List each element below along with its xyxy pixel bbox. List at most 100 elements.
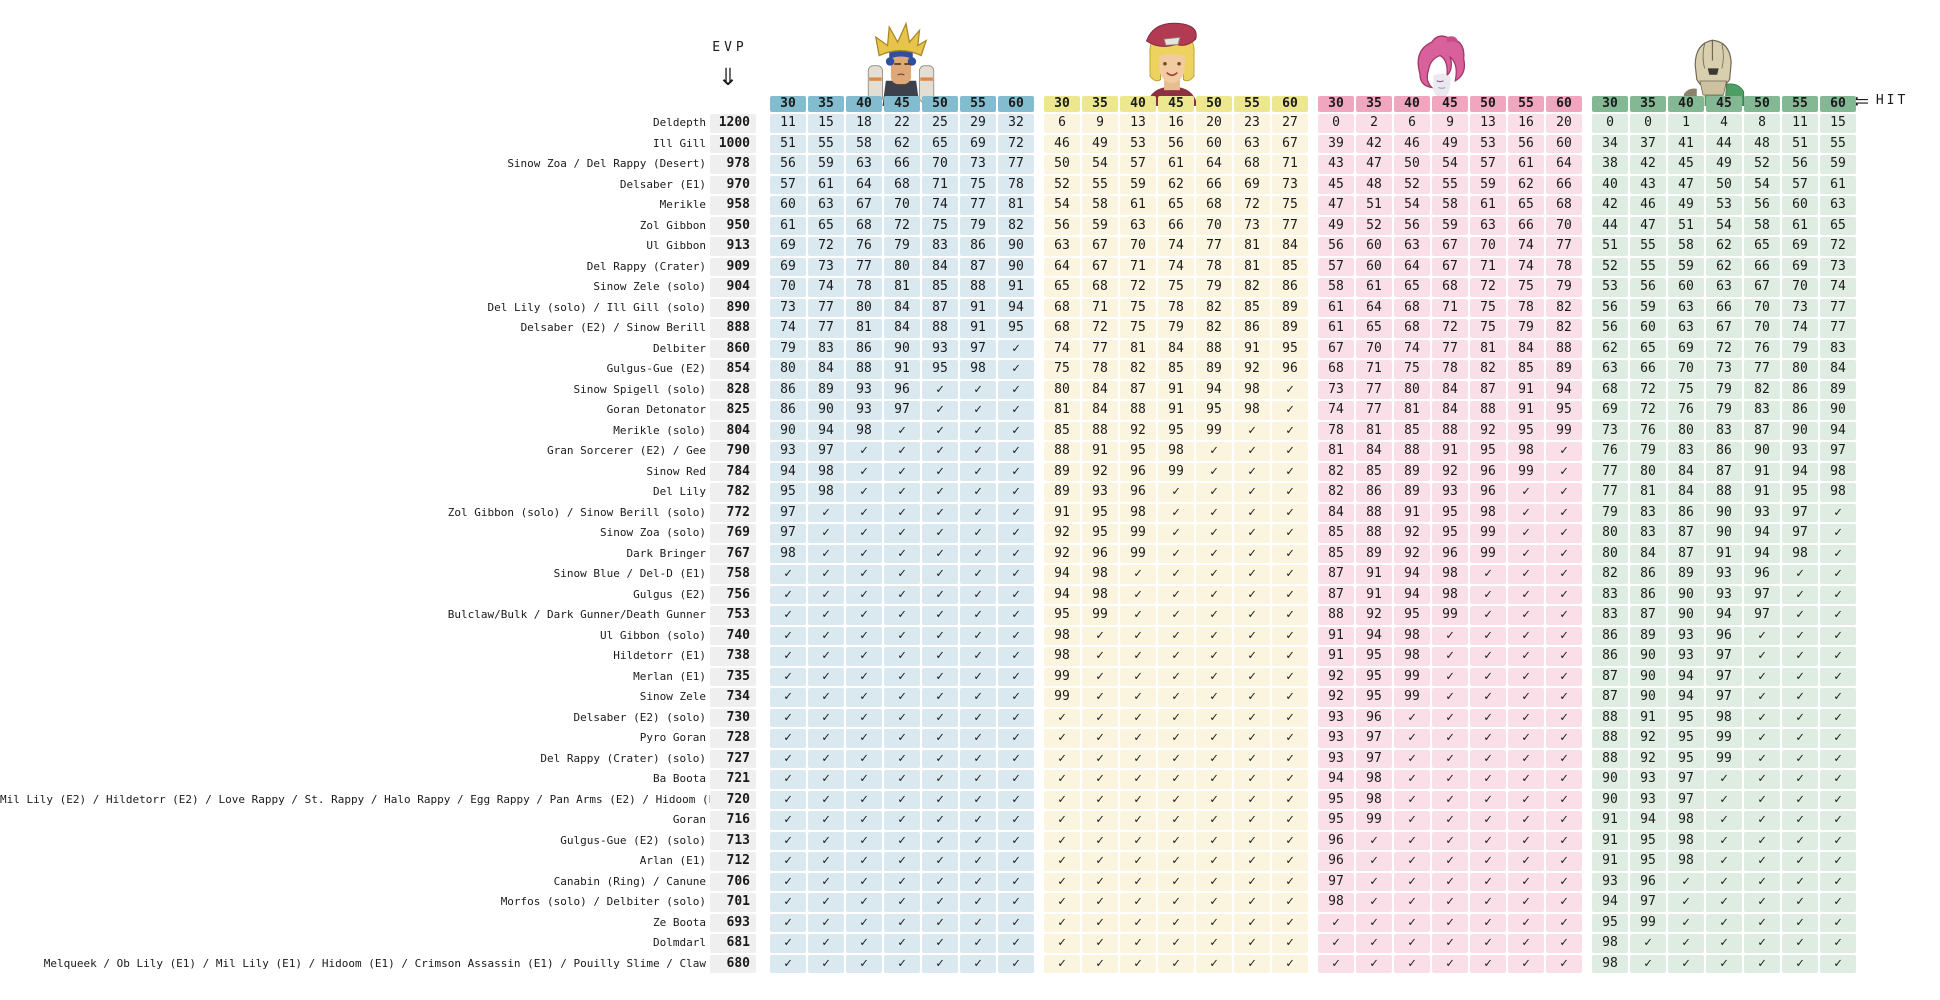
hit-column-header: 40 — [1668, 96, 1704, 112]
hit-cell: 43 — [1630, 175, 1666, 194]
hit-cell: 64 — [846, 175, 882, 194]
hit-cell: 86 — [1782, 380, 1818, 399]
hit-cell: ✓ — [1744, 913, 1780, 932]
hit-cell: 84 — [1820, 360, 1856, 379]
hit-cell: 92 — [1394, 544, 1430, 563]
hit-cell: 85 — [1508, 360, 1544, 379]
hit-cell: 73 — [1782, 298, 1818, 317]
hit-cell: 61 — [1158, 155, 1194, 174]
hit-cell: ✓ — [922, 872, 958, 891]
hit-cell: 96 — [1318, 852, 1354, 871]
hit-cell: ✓ — [846, 831, 882, 850]
hit-cell: ✓ — [808, 585, 844, 604]
hit-cell: 69 — [1592, 401, 1628, 420]
hit-cell: ✓ — [808, 770, 844, 789]
hit-cell: ✓ — [884, 544, 920, 563]
hit-cell: ✓ — [960, 462, 996, 481]
enemy-name: Sinow Spigell (solo) — [573, 382, 706, 396]
hit-cell: 74 — [922, 196, 958, 215]
hit-cell: ✓ — [1546, 893, 1582, 912]
evp-value: 769 — [710, 524, 756, 543]
hit-cell: 0 — [1630, 114, 1666, 133]
hit-cell: ✓ — [1158, 811, 1194, 830]
hit-cell: 94 — [1044, 585, 1080, 604]
hit-cell: ✓ — [1782, 954, 1818, 973]
hit-cell: 81 — [1234, 237, 1270, 256]
hit-cell: ✓ — [1820, 872, 1856, 891]
hit-cell: ✓ — [1432, 647, 1468, 666]
hit-cell: ✓ — [1508, 872, 1544, 891]
hit-cell: 84 — [1082, 380, 1118, 399]
hit-column-header: 55 — [1234, 96, 1270, 112]
hit-cell: 98 — [1044, 626, 1080, 645]
hit-cell: 98 — [1082, 565, 1118, 584]
hit-cell: 88 — [1470, 401, 1506, 420]
hit-cell: ✓ — [1158, 790, 1194, 809]
hit-cell: 6 — [1044, 114, 1080, 133]
evp-label: EVP — [712, 40, 748, 55]
hit-cell: 81 — [1394, 401, 1430, 420]
hit-cell: 71 — [1082, 298, 1118, 317]
hit-cell: 42 — [1356, 134, 1392, 153]
hit-cell: 84 — [1318, 503, 1354, 522]
hit-cell: 81 — [1318, 442, 1354, 461]
hit-cell: 84 — [884, 319, 920, 338]
hit-cell: 95 — [1318, 811, 1354, 830]
enemy-name: Del Rappy (Crater) (solo) — [540, 751, 706, 765]
hit-cell: ✓ — [1744, 708, 1780, 727]
hit-cell: ✓ — [1120, 811, 1156, 830]
hit-cell: ✓ — [1820, 565, 1856, 584]
hit-cell: ✓ — [1272, 811, 1308, 830]
hit-cell: ✓ — [1820, 934, 1856, 953]
hit-cell: 68 — [1234, 155, 1270, 174]
hit-cell: 74 — [1508, 237, 1544, 256]
hit-cell: ✓ — [1820, 770, 1856, 789]
hit-cell: 86 — [1668, 503, 1704, 522]
hit-cell: ✓ — [846, 606, 882, 625]
hit-cell: ✓ — [998, 421, 1034, 440]
evp-value: 772 — [710, 503, 756, 522]
hit-column-header: 45 — [1706, 96, 1742, 112]
hit-cell: 84 — [1158, 339, 1194, 358]
hit-cell: ✓ — [960, 442, 996, 461]
hit-cell: 41 — [1668, 134, 1704, 153]
hit-cell: ✓ — [1356, 934, 1392, 953]
hit-cell: 98 — [1470, 503, 1506, 522]
table-row: Merlan (E1) 735 ✓ ✓ ✓ ✓ ✓ ✓ ✓ 99 ✓ ✓ ✓ ✓ ✓ ✓ 92 95 99 ✓ ✓ ✓ ✓ 8… — [0, 667, 1940, 686]
enemy-name: Sinow Blue / Del-D (E1) — [553, 567, 706, 580]
hit-cell: 93 — [770, 442, 806, 461]
hit-cell: 68 — [846, 216, 882, 235]
enemy-name: Deldepth — [653, 116, 706, 129]
hit-cell: ✓ — [1196, 934, 1232, 953]
hit-cell: 90 — [1592, 790, 1628, 809]
hit-cell: ✓ — [884, 770, 920, 789]
hit-cell: ✓ — [770, 626, 806, 645]
hit-cell: 97 — [1356, 749, 1392, 768]
hit-cell: 91 — [1592, 852, 1628, 871]
evp-value: 860 — [710, 339, 756, 358]
hit-cell: ✓ — [1082, 729, 1118, 748]
evp-value: 958 — [710, 196, 756, 215]
hit-cell: ✓ — [1272, 483, 1308, 502]
hit-cell: ✓ — [1272, 790, 1308, 809]
hit-cell: 73 — [770, 298, 806, 317]
hit-cell: ✓ — [1394, 872, 1430, 891]
hit-cell: ✓ — [770, 749, 806, 768]
hit-cell: 75 — [1470, 319, 1506, 338]
hit-cell: ✓ — [1508, 749, 1544, 768]
hit-cell: ✓ — [1744, 770, 1780, 789]
hit-cell: ✓ — [1272, 380, 1308, 399]
hit-cell: 65 — [1630, 339, 1666, 358]
hit-cell: ✓ — [1744, 852, 1780, 871]
hit-cell: ✓ — [1234, 708, 1270, 727]
hit-cell: 79 — [884, 237, 920, 256]
hit-cell: 88 — [960, 278, 996, 297]
hit-cell: 29 — [960, 114, 996, 133]
hit-cell: ✓ — [1120, 770, 1156, 789]
hit-cell: ✓ — [1120, 934, 1156, 953]
hit-column-header: 55 — [960, 96, 996, 112]
hit-cell: 94 — [1044, 565, 1080, 584]
hit-cell: 91 — [1356, 585, 1392, 604]
hit-cell: 98 — [1356, 790, 1392, 809]
hit-cell: ✓ — [1744, 729, 1780, 748]
